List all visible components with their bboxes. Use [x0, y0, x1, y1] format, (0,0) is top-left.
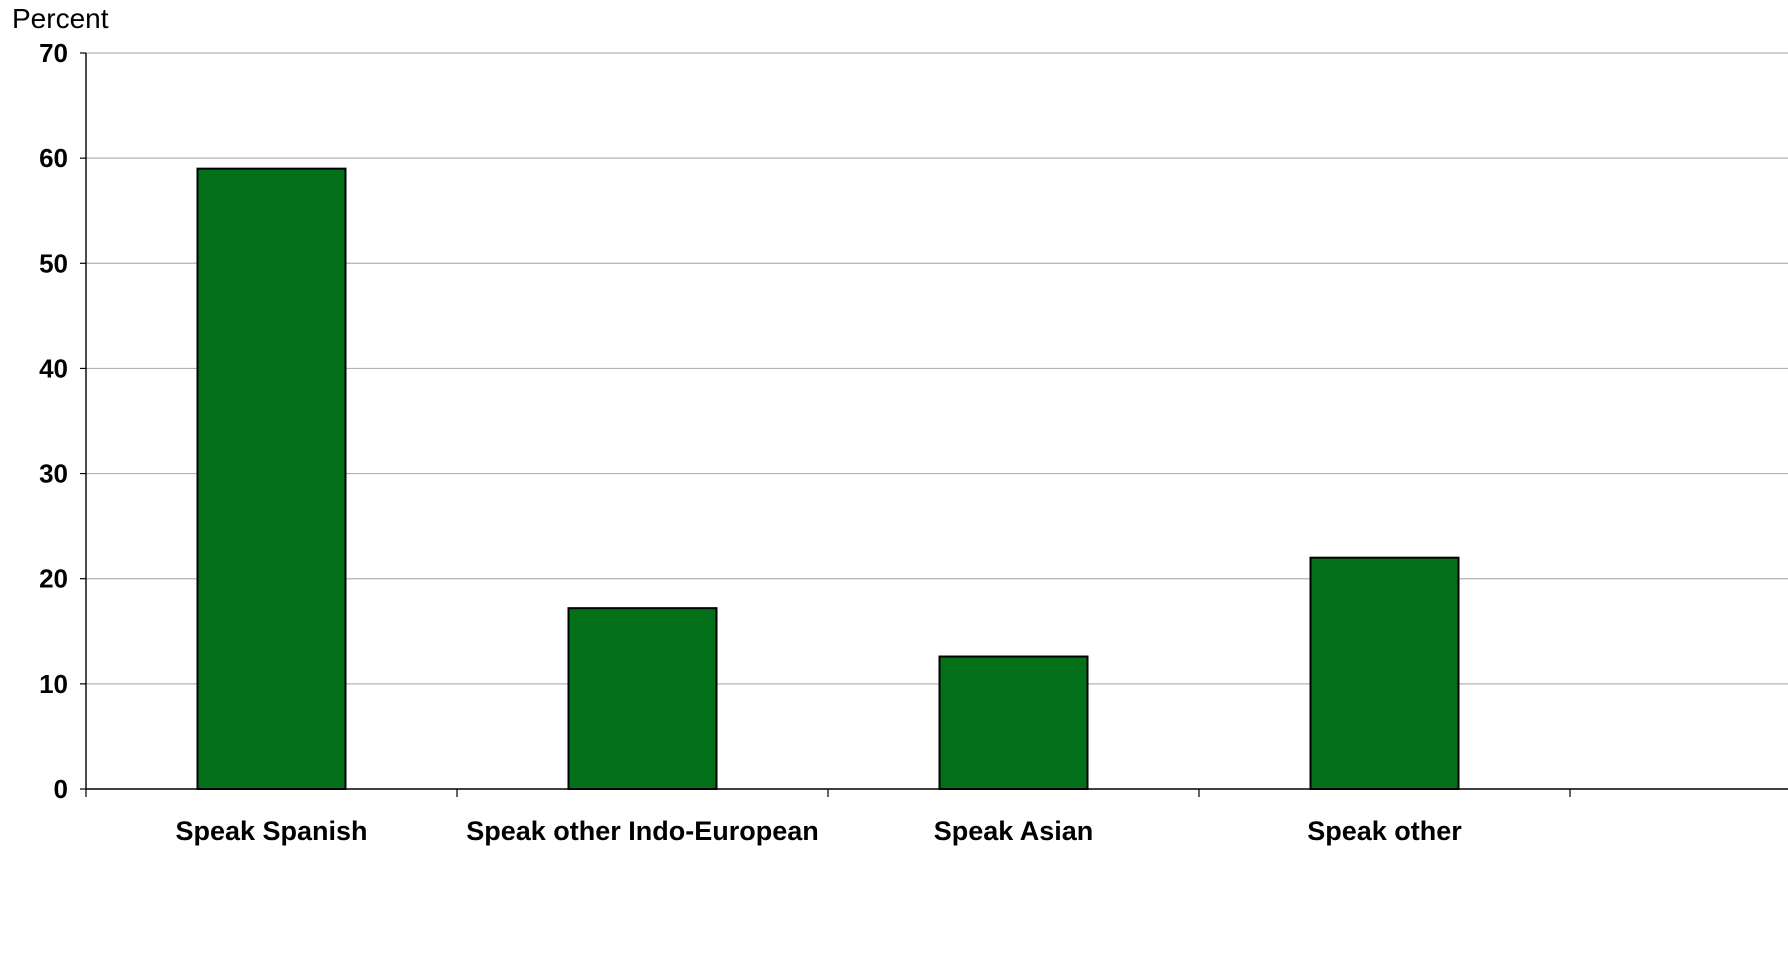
- gridlines: [86, 52, 1788, 685]
- y-tick-label: 70: [39, 38, 68, 68]
- x-tick-label: Speak Asian: [934, 816, 1094, 846]
- y-tick-label: 60: [39, 143, 68, 173]
- bar-4: [1309, 556, 1460, 791]
- y-axis-label: Percent: [12, 3, 109, 34]
- x-tick-label: Speak other: [1307, 816, 1462, 846]
- y-tick-label: 10: [39, 669, 68, 699]
- axes: [85, 53, 1788, 790]
- y-tick-label: 20: [39, 564, 68, 594]
- y-tick-label: 40: [39, 353, 68, 383]
- bars: [196, 167, 1460, 791]
- y-tick-label: 30: [39, 459, 68, 489]
- bar-2: [567, 607, 718, 791]
- y-ticks: 0 10 20 30 40 50 60 70: [39, 38, 86, 804]
- y-tick-label: 0: [54, 774, 68, 804]
- bar-1: [196, 167, 347, 790]
- bar-3: [938, 655, 1089, 791]
- x-tick-label: Speak other Indo-European: [466, 816, 819, 846]
- y-tick-label: 50: [39, 248, 68, 278]
- x-tick-label: Speak Spanish: [175, 816, 367, 846]
- x-ticks: Speak Spanish Speak other Indo-European Sp…: [85, 789, 1571, 846]
